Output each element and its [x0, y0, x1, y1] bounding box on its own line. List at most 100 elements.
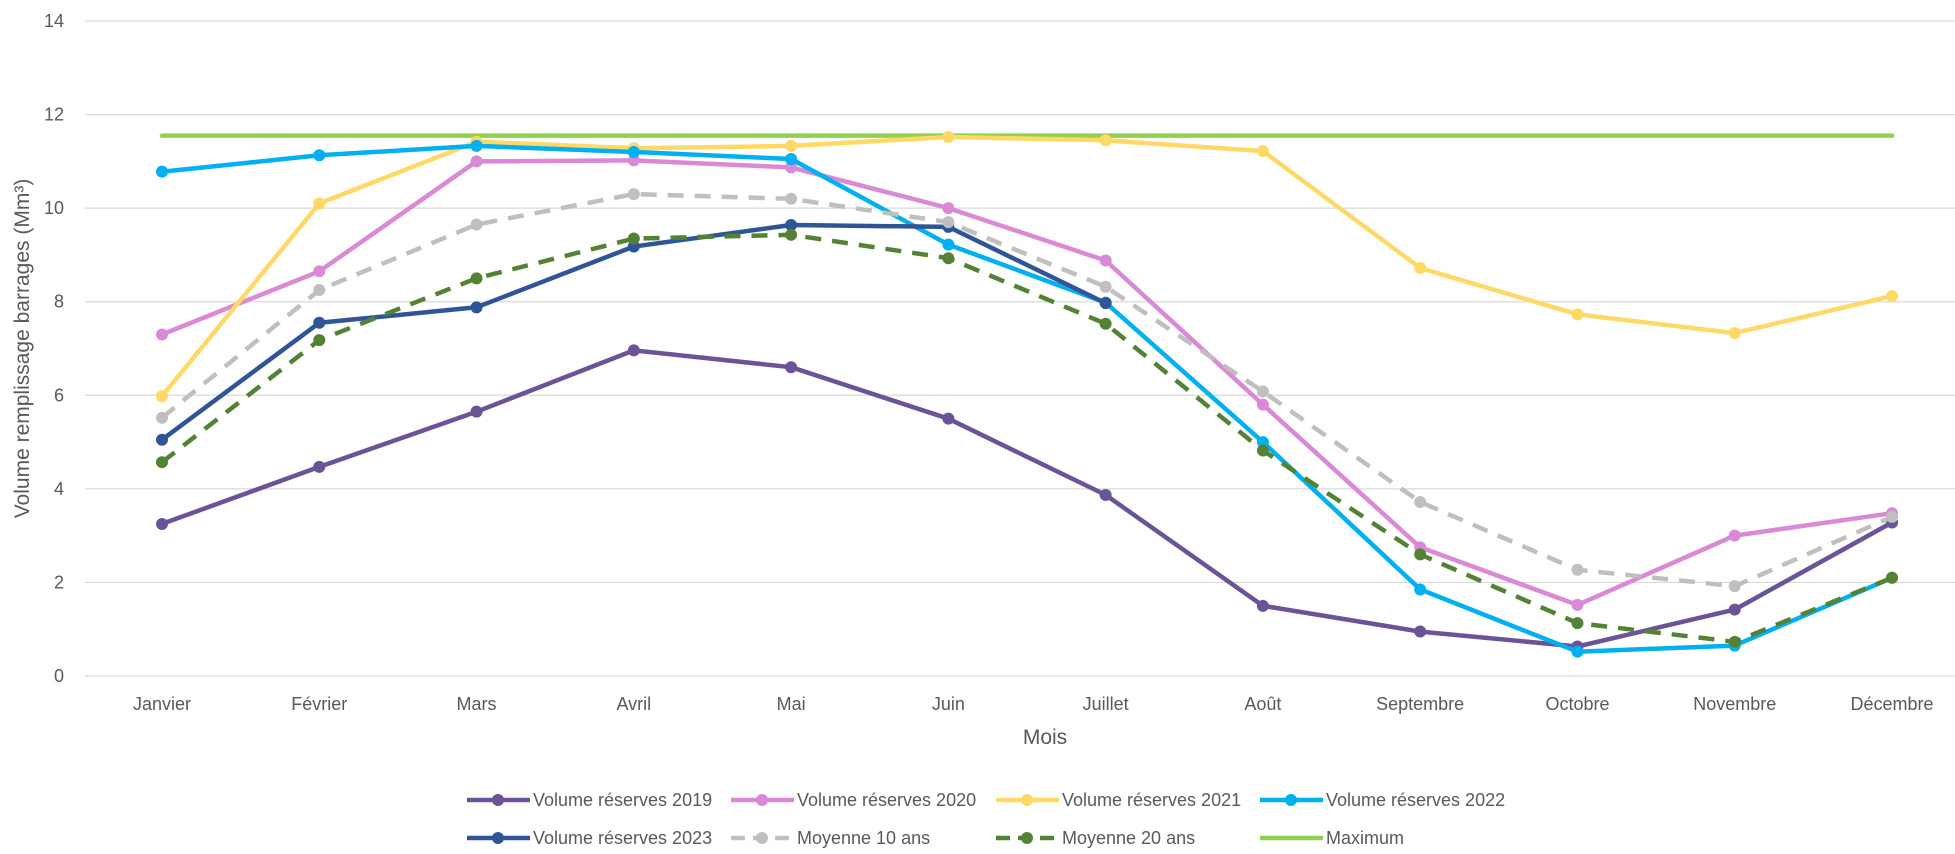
data-point — [313, 284, 326, 297]
y-tick-label: 12 — [44, 105, 64, 125]
data-point — [156, 390, 168, 403]
data-point — [313, 460, 326, 473]
legend-item: Volume réserves 2020 — [731, 790, 976, 810]
x-tick-label: Septembre — [1376, 694, 1464, 714]
data-point — [1414, 625, 1427, 638]
x-axis-title: Mois — [1023, 726, 1067, 749]
series-lines — [156, 131, 1898, 658]
legend-label: Volume réserves 2019 — [533, 790, 712, 810]
legend-label: Maximum — [1326, 828, 1404, 848]
data-point — [1414, 262, 1427, 275]
data-point — [785, 218, 798, 231]
data-point — [156, 517, 168, 530]
legend-item: Moyenne 20 ans — [996, 828, 1195, 848]
series-line — [159, 348, 1895, 649]
x-tick-label: Mai — [777, 694, 806, 714]
data-point — [156, 456, 168, 469]
data-point — [1256, 599, 1269, 612]
data-point — [1728, 327, 1741, 340]
data-point — [1256, 436, 1269, 449]
data-point — [313, 149, 326, 162]
data-point — [470, 301, 483, 314]
series-volume-r-serves-2020 — [156, 154, 1898, 611]
legend-label: Volume réserves 2021 — [1062, 790, 1241, 810]
data-point — [785, 361, 798, 374]
series-line — [159, 222, 1108, 442]
legend-item: Volume réserves 2019 — [467, 790, 712, 810]
data-point — [1571, 645, 1584, 658]
series-line — [160, 191, 1893, 589]
y-tick-label: 10 — [44, 198, 64, 218]
data-point — [156, 328, 168, 341]
legend-label: Moyenne 10 ans — [797, 828, 930, 848]
data-point — [1886, 510, 1898, 523]
legend-label: Volume réserves 2020 — [797, 790, 976, 810]
data-point — [627, 154, 640, 167]
data-point — [156, 411, 168, 424]
series-moyenne-20-ans — [156, 228, 1898, 648]
data-point — [1414, 495, 1427, 508]
data-point — [942, 202, 955, 215]
data-point — [1414, 548, 1427, 561]
data-point — [1256, 145, 1269, 158]
data-point — [942, 412, 955, 425]
series-line — [159, 158, 1895, 608]
data-point — [1571, 308, 1584, 321]
data-point — [942, 252, 955, 265]
legend-item: Volume réserves 2021 — [996, 790, 1241, 810]
data-point — [313, 334, 326, 347]
x-axis-ticks: Janvier Février Mars Avril Mai Juin Juillet Aoû… — [133, 694, 1934, 714]
x-tick-label: Juillet — [1083, 694, 1129, 714]
series-line — [159, 143, 1895, 654]
series-line — [160, 232, 1893, 645]
data-point — [470, 155, 483, 168]
x-tick-label: Novembre — [1693, 694, 1776, 714]
legend-marker — [492, 794, 504, 806]
data-point — [1571, 563, 1584, 576]
data-point — [785, 228, 798, 241]
data-point — [1728, 603, 1741, 616]
x-tick-label: Février — [291, 694, 347, 714]
data-point — [1099, 488, 1112, 501]
data-point — [1099, 317, 1112, 330]
legend-label: Moyenne 20 ans — [1062, 828, 1195, 848]
legend-marker — [1021, 794, 1033, 806]
y-tick-label: 8 — [54, 292, 64, 312]
data-point — [1571, 598, 1584, 611]
data-point — [1099, 134, 1112, 147]
data-point — [1099, 280, 1112, 293]
legend-marker — [756, 794, 768, 806]
legend-marker — [1021, 832, 1033, 844]
y-tick-label: 14 — [44, 11, 64, 31]
legend-item: Volume réserves 2023 — [467, 828, 712, 848]
data-point — [627, 188, 640, 201]
legend-item: Maximum — [1260, 828, 1404, 848]
data-point — [1728, 580, 1741, 593]
data-point — [785, 192, 798, 205]
data-point — [785, 153, 798, 166]
data-point — [627, 232, 640, 245]
data-point — [313, 197, 326, 210]
data-point — [1414, 583, 1427, 596]
x-tick-label: Décembre — [1850, 694, 1933, 714]
data-point — [1728, 529, 1741, 542]
x-tick-label: Avril — [616, 694, 651, 714]
data-point — [785, 161, 798, 174]
data-point — [470, 272, 483, 285]
data-point — [627, 146, 640, 158]
x-tick-label: Juin — [932, 694, 965, 714]
series-volume-r-serves-2019 — [156, 344, 1898, 653]
legend-item: Volume réserves 2022 — [1260, 790, 1505, 810]
legend-marker — [492, 832, 504, 844]
data-point — [785, 139, 798, 152]
y-axis-ticks: 0 2 4 6 8 10 12 14 — [44, 11, 64, 686]
data-point — [1099, 297, 1112, 310]
data-point — [1256, 398, 1269, 411]
legend: Volume réserves 2019 Volume réserves 2020… — [467, 790, 1505, 848]
data-point — [942, 131, 955, 144]
series-line — [159, 134, 1895, 399]
x-tick-label: Octobre — [1545, 694, 1609, 714]
data-point — [1099, 254, 1112, 267]
